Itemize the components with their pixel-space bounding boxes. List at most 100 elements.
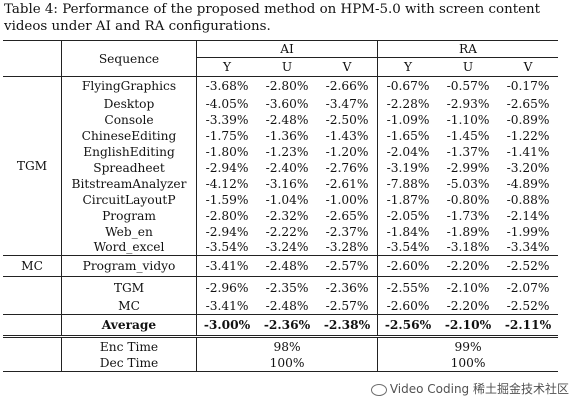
value-cell: -1.41%	[506, 144, 550, 159]
value-cell: -2.05%	[377, 207, 438, 224]
value-cell: -1.09%	[377, 111, 438, 128]
sequence-name: Web_en	[61, 223, 197, 240]
col-header: V	[523, 60, 533, 74]
value-cell: -2.07%	[506, 280, 550, 295]
value-cell: -5.03%	[446, 176, 490, 191]
value-cell: -2.10%	[446, 280, 490, 295]
col-header: Y	[196, 57, 257, 77]
value-cell: -2.65%	[325, 208, 369, 223]
value-cell: -1.99%	[506, 224, 550, 239]
value-cell: -3.24%	[265, 240, 309, 255]
watermark: Video Coding 稀土掘金技术社区	[370, 380, 569, 397]
value-cell: -2.20%	[446, 299, 490, 314]
sequence-name: Average	[61, 314, 197, 337]
value-cell: -2.04%	[377, 143, 438, 160]
value-cell: -2.28%	[377, 95, 438, 112]
ai-time: 98%	[196, 336, 378, 356]
value-cell: -2.65%	[506, 96, 550, 111]
value-cell: -2.37%	[325, 224, 369, 239]
sequence-name: Word_excel	[61, 239, 197, 256]
sequence-name: Desktop	[61, 95, 197, 112]
time-label: Enc Time	[61, 336, 197, 356]
value-cell: -1.59%	[196, 191, 257, 208]
empty-cell	[3, 337, 62, 356]
average-row: Average -3.00% -2.36% -2.38% -2.56% -2.10% -2.…	[3, 314, 558, 337]
table-row: BitstreamAnalyzer -4.12% -3.16% -2.61% -7.88…	[3, 175, 558, 192]
value-cell: -2.35%	[265, 280, 309, 295]
value-cell: -3.39%	[196, 111, 257, 128]
value-cell: -1.89%	[446, 224, 490, 239]
table-row: EnglishEditing -1.80% -1.23% -1.20% -2.04% -1…	[3, 143, 558, 160]
table-row: Program -2.80% -2.32% -2.65% -2.05% -1.73% -2.…	[3, 207, 558, 224]
sequence-name: TGM	[61, 276, 197, 299]
value-cell: -0.67%	[377, 76, 438, 96]
value-cell: -1.80%	[196, 143, 257, 160]
value-cell: -3.00%	[196, 314, 257, 337]
value-cell: -2.36%	[325, 280, 369, 295]
value-cell: -3.18%	[446, 240, 490, 255]
value-cell: -2.14%	[506, 208, 550, 223]
value-cell: -1.84%	[377, 223, 438, 240]
value-cell: -2.52%	[506, 259, 550, 273]
value-cell: -2.48%	[265, 259, 309, 273]
value-cell: -2.56%	[377, 314, 438, 337]
value-cell: -2.32%	[265, 208, 309, 223]
value-cell: -2.52%	[506, 299, 550, 314]
value-cell: -2.61%	[325, 176, 369, 191]
value-cell: -1.37%	[446, 144, 490, 159]
sequence-name: BitstreamAnalyzer	[61, 175, 197, 192]
col-header: U	[281, 60, 293, 74]
empty-cell	[3, 277, 62, 299]
value-cell: -1.23%	[265, 144, 309, 159]
sequence-name: FlyingGraphics	[61, 76, 197, 96]
table-row: MC -3.41% -2.48% -2.57% -2.60% -2.20% -2.52%	[3, 298, 558, 315]
empty-cell	[3, 315, 62, 337]
value-cell: -3.16%	[265, 176, 309, 191]
table-row: ChineseEditing -1.75% -1.36% -1.43% -1.65% -1…	[3, 127, 558, 144]
value-cell: -2.94%	[196, 159, 257, 176]
ai-header: AI	[196, 40, 378, 58]
value-cell: -1.43%	[325, 128, 369, 143]
value-cell: -2.57%	[325, 299, 369, 314]
value-cell: -2.36%	[263, 318, 311, 332]
sequence-name: CircuitLayoutP	[61, 191, 197, 208]
table-row: Word_excel -3.54% -3.24% -3.28% -3.54% -3.18%…	[3, 239, 558, 256]
col-header: Y	[377, 57, 438, 77]
value-cell: -2.40%	[265, 160, 309, 175]
value-cell: -4.12%	[196, 175, 257, 192]
wechat-icon	[370, 383, 387, 396]
value-cell: -1.87%	[377, 191, 438, 208]
sequence-name: ChineseEditing	[61, 127, 197, 144]
table-row: TGM -2.96% -2.35% -2.36% -2.55% -2.10% -2.07%	[3, 276, 558, 299]
sequence-name: Console	[61, 111, 197, 128]
value-cell: -3.28%	[325, 240, 369, 255]
value-cell: -1.10%	[446, 112, 490, 127]
value-cell: -1.75%	[196, 127, 257, 144]
sequence-header: Sequence	[61, 40, 197, 77]
sequence-name: Spreadheet	[61, 159, 197, 176]
table-caption: Table 4: Performance of the proposed met…	[4, 2, 541, 34]
value-cell: -1.22%	[506, 128, 550, 143]
value-cell: -2.11%	[504, 318, 552, 332]
value-cell: -2.80%	[265, 79, 309, 94]
value-cell: -2.94%	[196, 223, 257, 240]
value-cell: -2.99%	[446, 160, 490, 175]
sequence-name: Program_vidyo	[61, 255, 197, 277]
value-cell: -2.55%	[377, 276, 438, 299]
value-cell: -4.89%	[506, 176, 550, 191]
value-cell: -0.80%	[446, 192, 490, 207]
table-row: Web_en -2.94% -2.22% -2.37% -1.84% -1.89% -1.9…	[3, 223, 558, 240]
value-cell: -0.89%	[506, 112, 550, 127]
value-cell: -2.50%	[325, 112, 369, 127]
ai-time: 100%	[196, 355, 378, 372]
ra-time: 100%	[377, 355, 558, 372]
group-label-tgm: TGM	[16, 159, 48, 173]
value-cell: -1.04%	[265, 192, 309, 207]
time-row: Dec Time 100% 100%	[3, 355, 558, 372]
value-cell: -3.20%	[506, 160, 550, 175]
value-cell: -1.20%	[325, 144, 369, 159]
value-cell: -1.45%	[446, 128, 490, 143]
value-cell: -0.17%	[506, 79, 550, 94]
value-cell: -3.47%	[325, 96, 369, 111]
table-row: Desktop -4.05% -3.60% -3.47% -2.28% -2.93% -2.…	[3, 95, 558, 112]
